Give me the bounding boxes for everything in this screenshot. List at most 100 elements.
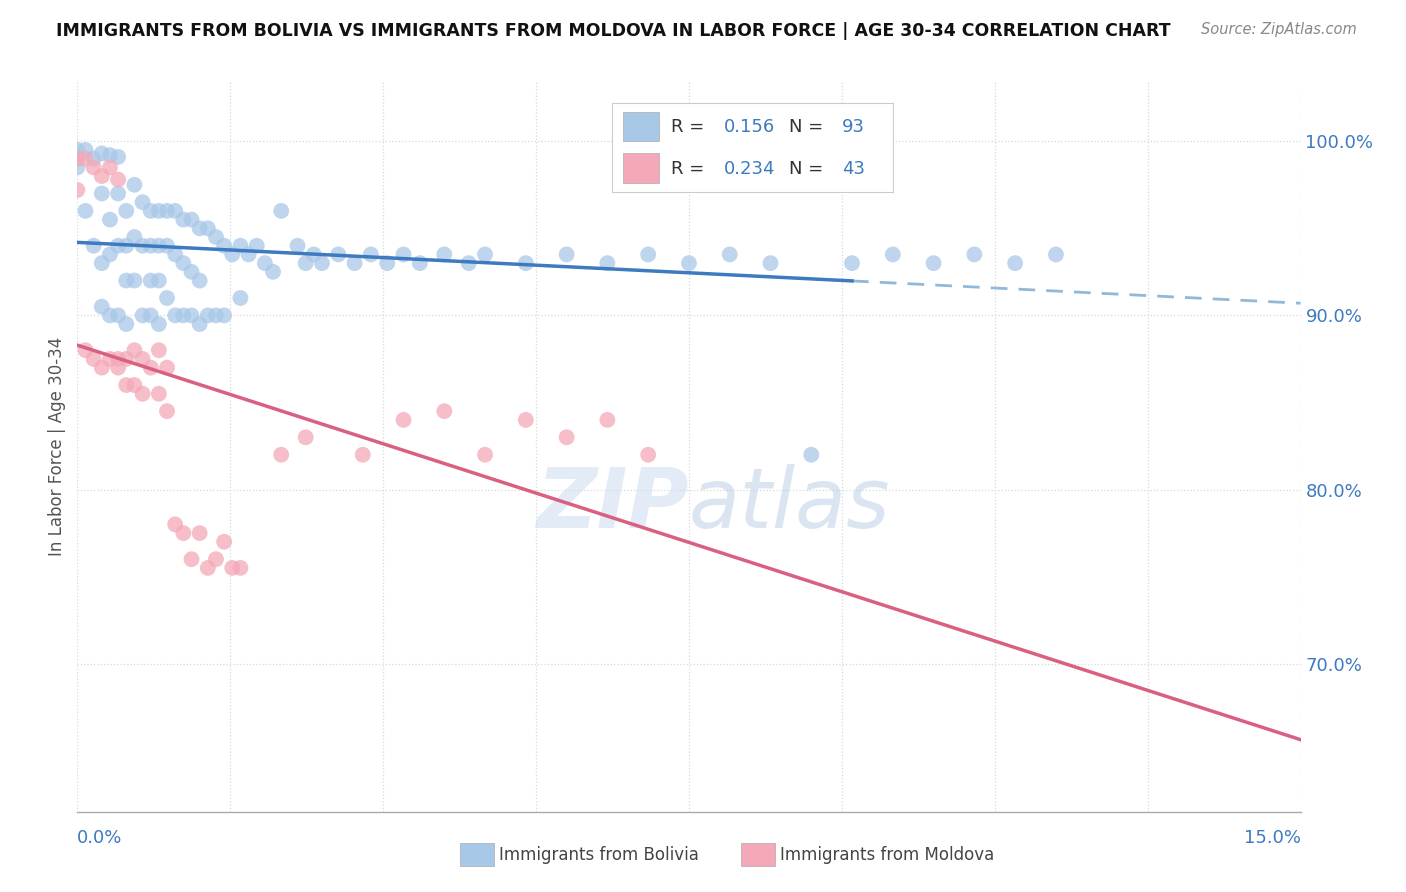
Point (212, 309, 235, 323)
Point (205, 230, 228, 244)
Text: N =: N = (789, 160, 828, 178)
Y-axis label: In Labor Force | Age 30-34: In Labor Force | Age 30-34 (48, 336, 66, 556)
Point (115, 378, 138, 392)
Point (180, 552, 202, 566)
Text: 0.0%: 0.0% (77, 829, 122, 847)
Point (841, 256, 863, 270)
Point (90, 186, 112, 201)
Point (375, 256, 398, 270)
Point (83, 238, 105, 252)
Point (124, 178, 146, 192)
Point (107, 309, 129, 323)
Point (515, 256, 537, 270)
Point (131, 386, 153, 401)
Point (596, 413, 619, 427)
Text: N =: N = (789, 118, 828, 136)
Point (555, 430, 578, 444)
Point (139, 309, 162, 323)
Text: 15.0%: 15.0% (1243, 829, 1301, 847)
Point (172, 309, 194, 323)
Point (197, 561, 219, 575)
Point (75, 203, 97, 218)
Point (90, 169, 112, 183)
Point (98, 351, 121, 366)
Point (75, 152, 97, 166)
Point (262, 265, 284, 279)
Point (66, 183, 89, 197)
Point (238, 247, 260, 261)
Point (66, 161, 89, 175)
Point (205, 309, 228, 323)
Point (188, 526, 211, 541)
Point (433, 404, 456, 418)
Text: 93: 93 (842, 118, 865, 136)
Bar (623, 112, 659, 141)
Point (148, 274, 170, 288)
Point (212, 238, 235, 252)
Point (637, 448, 659, 462)
Point (148, 317, 170, 331)
Point (409, 256, 432, 270)
Point (124, 274, 146, 288)
Point (124, 378, 146, 392)
Point (75, 343, 97, 358)
Text: 0.156: 0.156 (724, 118, 775, 136)
Point (131, 309, 153, 323)
Point (180, 309, 202, 323)
Point (221, 561, 243, 575)
Point (66, 152, 89, 166)
Point (188, 274, 211, 288)
Point (75, 143, 97, 157)
Point (115, 203, 138, 218)
Point (555, 247, 578, 261)
Point (107, 238, 129, 252)
Point (139, 274, 162, 288)
Point (188, 317, 211, 331)
Point (637, 247, 659, 261)
Point (83, 161, 105, 175)
Point (229, 291, 252, 305)
Text: IMMIGRANTS FROM BOLIVIA VS IMMIGRANTS FROM MOLDOVA IN LABOR FORCE | AGE 30-34 CO: IMMIGRANTS FROM BOLIVIA VS IMMIGRANTS FR… (56, 22, 1171, 40)
Text: R =: R = (671, 118, 710, 136)
Point (107, 186, 129, 201)
Point (963, 247, 986, 261)
Point (457, 256, 479, 270)
Text: 43: 43 (842, 160, 865, 178)
Point (287, 238, 309, 252)
Point (180, 212, 202, 227)
Point (270, 448, 292, 462)
Point (148, 343, 170, 358)
Point (922, 256, 945, 270)
Point (759, 256, 782, 270)
Point (83, 152, 105, 166)
Point (246, 238, 269, 252)
Point (66, 152, 89, 166)
Point (433, 247, 456, 261)
Point (474, 247, 496, 261)
Point (156, 291, 179, 305)
Point (148, 238, 170, 252)
Text: Immigrants from Bolivia: Immigrants from Bolivia (499, 846, 699, 863)
Point (205, 552, 228, 566)
Point (98, 148, 121, 162)
Point (302, 247, 325, 261)
Point (165, 309, 187, 323)
Point (90, 146, 112, 161)
Point (392, 247, 415, 261)
Point (253, 256, 276, 270)
Point (107, 360, 129, 375)
Point (212, 534, 235, 549)
Point (882, 247, 904, 261)
Point (131, 351, 153, 366)
Point (188, 221, 211, 235)
Point (148, 203, 170, 218)
Point (515, 413, 537, 427)
Point (139, 360, 162, 375)
Point (596, 256, 619, 270)
Point (131, 238, 153, 252)
Point (115, 238, 138, 252)
Point (180, 265, 202, 279)
Point (131, 195, 153, 210)
Point (115, 317, 138, 331)
Point (197, 309, 219, 323)
